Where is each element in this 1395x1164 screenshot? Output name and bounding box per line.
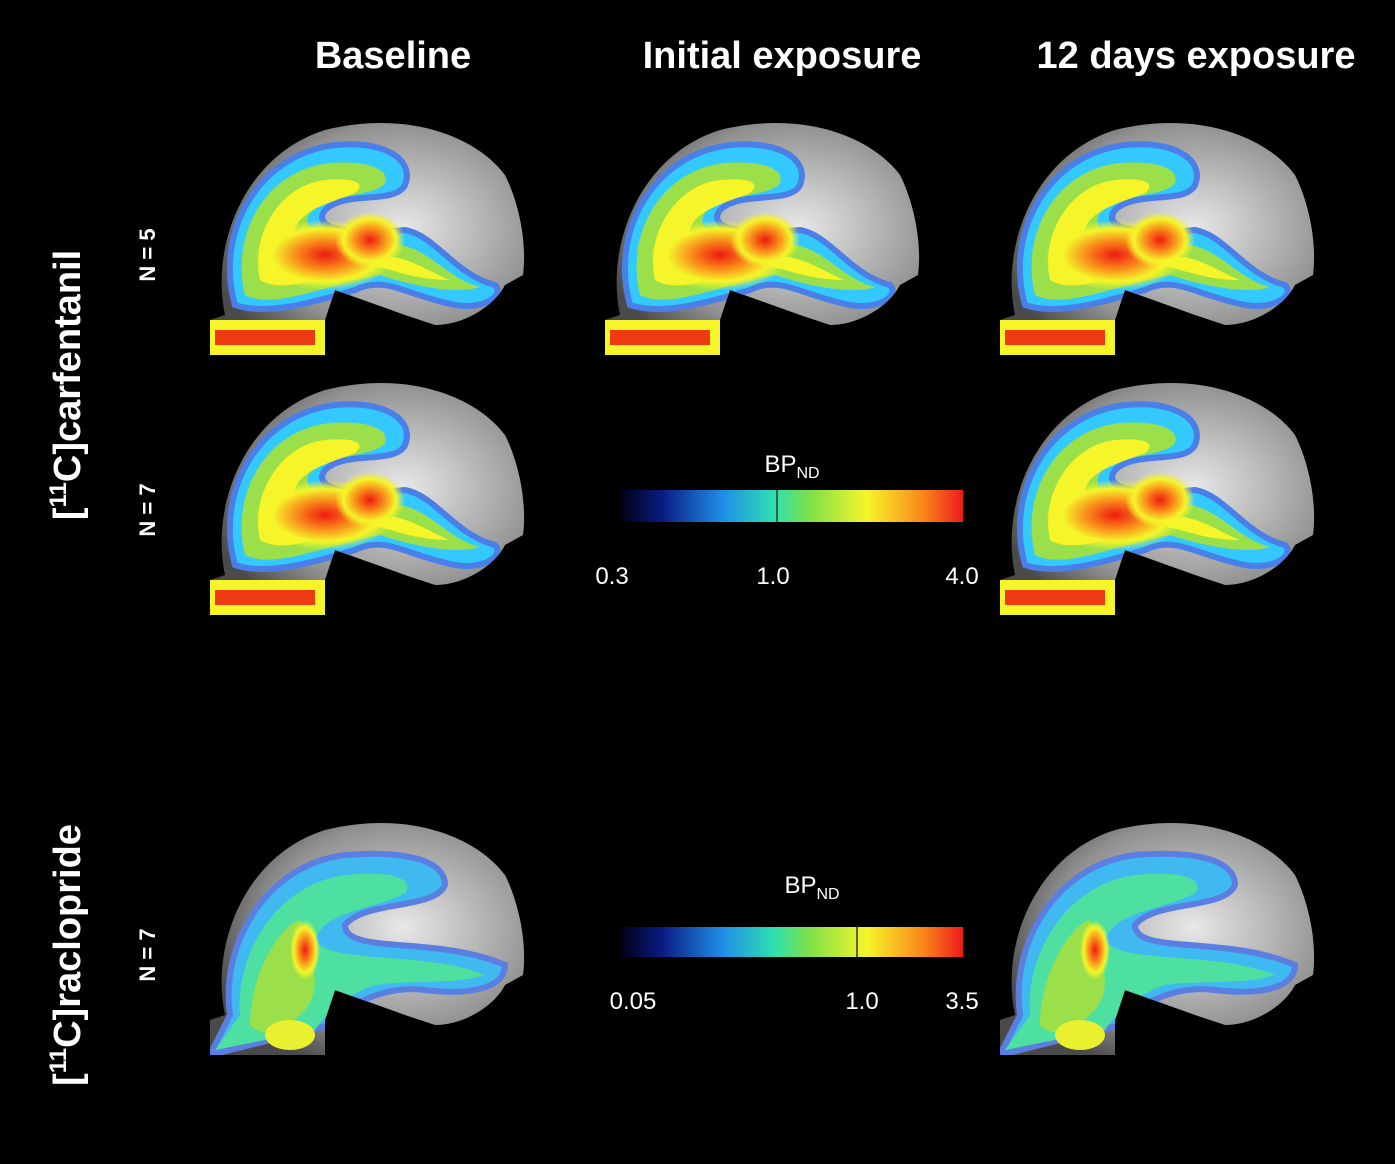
column-header: Initial exposure [643, 35, 922, 77]
tracer-label: [11C]carfentanil [45, 250, 89, 520]
column-header: Baseline [315, 35, 471, 77]
colorbar-tick: 0.05 [610, 988, 657, 1015]
colorbar-title: BPND [784, 872, 839, 903]
colorbar [620, 927, 963, 957]
colorbar-title: BPND [764, 451, 819, 482]
colorbar-title-sub: ND [816, 886, 839, 903]
pet-image [205, 115, 535, 365]
colorbar-tick: 1.0 [845, 988, 878, 1015]
colorbar-title-main: BP [764, 451, 796, 478]
n-label: N = 7 [135, 928, 160, 981]
pet-image [205, 375, 535, 625]
tracer-sup: 11 [45, 482, 72, 507]
pet-image [995, 815, 1325, 1065]
pet-image [600, 115, 930, 365]
n-label: N = 5 [135, 228, 160, 281]
colorbar [620, 490, 963, 522]
colorbar-tick: 3.5 [945, 988, 978, 1015]
n-label: N = 7 [135, 483, 160, 536]
tracer-suffix: C]carfentanil [47, 250, 89, 482]
tracer-prefix: [ [47, 1073, 89, 1086]
pet-image [205, 815, 535, 1065]
tracer-label: [11C]raclopride [45, 824, 89, 1086]
colorbar-title-sub: ND [796, 465, 819, 482]
colorbar-tick: 0.3 [595, 563, 628, 590]
pet-image [995, 375, 1325, 625]
tracer-prefix: [ [47, 507, 89, 520]
colorbar-title-main: BP [784, 872, 816, 899]
colorbar-tick: 4.0 [945, 563, 978, 590]
pet-image [995, 115, 1325, 365]
column-header: 12 days exposure [1037, 35, 1356, 77]
tracer-sup: 11 [45, 1048, 72, 1073]
tracer-suffix: C]raclopride [47, 824, 89, 1048]
colorbar-tick: 1.0 [756, 563, 789, 590]
